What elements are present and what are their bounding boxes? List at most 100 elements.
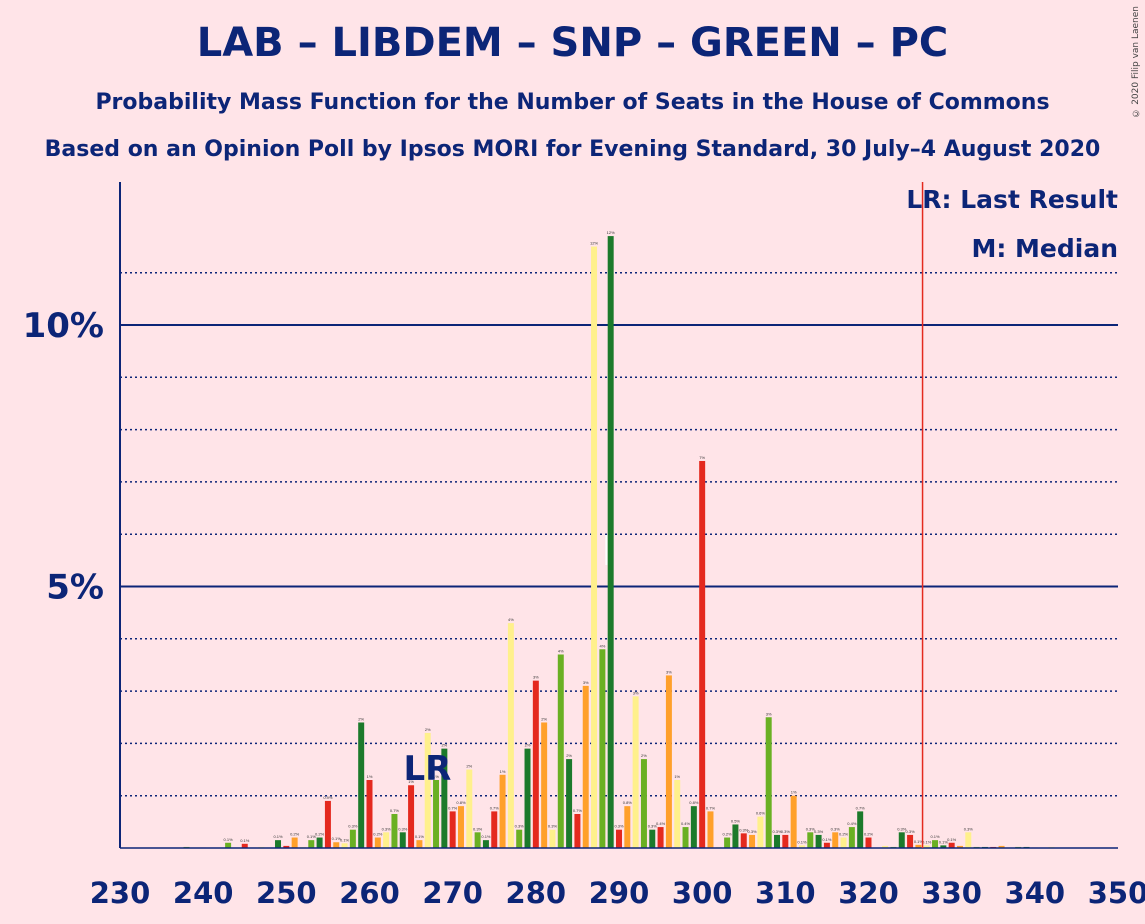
bar-seat-303 (724, 837, 731, 848)
bar-seat-258 (349, 829, 356, 848)
bar-seat-292 (632, 696, 639, 848)
bar-label-299: 0.8% (689, 800, 699, 805)
bar-label-268: 1% (433, 774, 439, 779)
bar-label-314: 0.3% (814, 829, 824, 834)
bar-label-253: 0.1% (307, 834, 317, 839)
bar-seat-289 (607, 236, 614, 849)
bar-seat-269 (441, 748, 448, 848)
bar-label-287: 12% (590, 241, 598, 246)
bar-label-291: 0.8% (623, 800, 633, 805)
bar-seat-327 (923, 845, 930, 848)
bar-label-275: 0.7% (490, 805, 500, 810)
bar-label-307: 0.6% (756, 811, 766, 816)
bar-seat-296 (665, 675, 672, 848)
bar-label-301: 0.7% (706, 805, 716, 810)
bar-label-261: 0.2% (373, 832, 383, 837)
bar-seat-251 (291, 837, 298, 848)
bar-label-274: 0.1% (481, 834, 491, 839)
bar-label-270: 0.7% (448, 805, 458, 810)
bar-seat-261 (374, 837, 381, 848)
bar-label-285: 0.7% (573, 808, 583, 813)
legend-median: M: Median (971, 234, 1118, 263)
bar-seat-250 (283, 845, 290, 848)
bar-seat-326 (915, 844, 922, 848)
bar-seat-265 (408, 785, 415, 848)
bar-seat-325 (907, 834, 914, 848)
bar-seat-305 (740, 833, 747, 848)
bar-seat-263 (391, 814, 398, 848)
bar-label-264: 0.3% (398, 826, 408, 831)
bar-seat-298 (682, 827, 689, 848)
bar-seat-304 (732, 824, 739, 848)
bar-seat-336 (998, 845, 1005, 848)
bar-label-283: 4% (558, 648, 564, 653)
bar-label-318: 0.4% (847, 821, 857, 826)
bar-label-277: 4% (508, 617, 514, 622)
bar-label-262: 0.3% (382, 826, 392, 831)
bar-label-310: 0.3% (781, 829, 791, 834)
bar-seat-314 (815, 834, 822, 848)
bar-seat-264 (399, 832, 406, 848)
bar-seat-277 (507, 623, 514, 848)
chart-title: LAB – LIBDEM – SNP – GREEN – PC (196, 20, 949, 66)
bar-label-257: 0.1% (340, 837, 350, 842)
bar-seat-319 (857, 811, 864, 848)
x-tick-label: 290 (589, 876, 650, 910)
last-result-marker: LR (403, 749, 451, 789)
x-tick-label: 340 (1005, 876, 1066, 910)
bar-seat-287 (591, 246, 598, 849)
bar-label-259: 2% (358, 716, 364, 721)
bar-seat-330 (948, 842, 955, 848)
bar-label-295: 0.4% (656, 821, 666, 826)
bar-seat-276 (499, 774, 506, 848)
bar-seat-301 (707, 811, 714, 848)
bar-label-315: 0.1% (822, 837, 832, 842)
bar-label-332: 0.3% (964, 826, 974, 831)
bar-label-297: 1% (674, 774, 680, 779)
bar-seat-306 (749, 834, 756, 848)
bar-label-312: 0.1% (797, 839, 807, 844)
bar-seat-295 (657, 827, 664, 848)
bar-seat-324 (898, 832, 905, 848)
bar-seat-278 (516, 829, 523, 848)
bar-label-254: 0.2% (315, 832, 325, 837)
bar-seat-307 (757, 816, 764, 848)
bar-seat-249 (275, 840, 282, 848)
bar-label-319: 0.7% (856, 805, 866, 810)
x-tick-label: 270 (422, 876, 483, 910)
bar-label-325: 0.3% (906, 829, 916, 834)
bar-seat-260 (366, 780, 373, 848)
axes: 5% 10% 230 240 250 260 270 280 290 300 310 320 330 34… (23, 182, 1145, 910)
bar-seat-329 (940, 845, 947, 848)
bar-label-263: 0.7% (390, 808, 400, 813)
bar-label-320: 0.2% (864, 832, 874, 837)
bar-label-256: 0.1% (332, 836, 342, 841)
bar-seat-316 (832, 832, 839, 848)
bar-seat-317 (840, 837, 847, 848)
x-tick-label: 280 (506, 876, 567, 910)
bar-label-280: 3% (533, 675, 539, 680)
x-tick-label: 310 (755, 876, 816, 910)
bar-label-300: 7% (699, 455, 705, 460)
bar-label-255: 0.9% (323, 795, 333, 800)
grid-lines (120, 271, 1118, 797)
bar-seat-284 (566, 759, 573, 848)
bar-label-286: 3% (583, 680, 589, 685)
bar-label-328: 0.1% (930, 834, 940, 839)
bar-label-317: 0.2% (839, 832, 849, 837)
bar-seat-299 (690, 806, 697, 848)
x-tick-label: 320 (838, 876, 899, 910)
bar-seat-293 (640, 759, 647, 848)
bar-label-306: 0.3% (748, 829, 758, 834)
bar-label-258: 0.3% (348, 824, 358, 829)
bar-seat-322 (882, 845, 889, 848)
bar-seat-257 (341, 843, 348, 848)
x-tick-label: 330 (921, 876, 982, 910)
bar-label-265: 1% (408, 779, 414, 784)
bar-label-245: 0.1% (240, 838, 250, 843)
bar-seat-256 (333, 842, 340, 848)
bar-label-281: 2% (541, 716, 547, 721)
bar-label-296: 3% (666, 669, 672, 674)
bar-seat-243 (225, 842, 232, 848)
bar-label-293: 2% (641, 753, 647, 758)
